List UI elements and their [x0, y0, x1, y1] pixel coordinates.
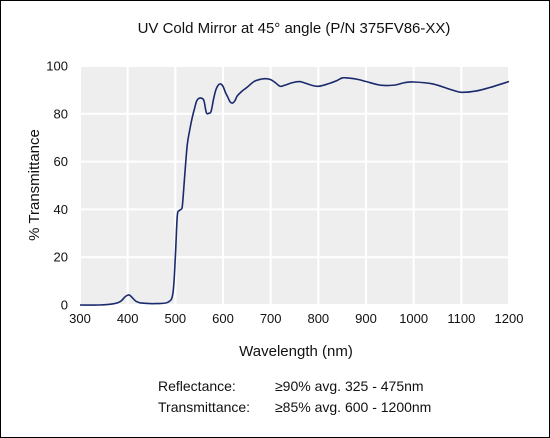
transmittance-label: Transmittance:	[158, 399, 251, 415]
transmittance-curve	[79, 76, 510, 306]
x-axis-label: Wavelength (nm)	[239, 343, 353, 360]
tick-labels: 300 400 500 600 700 800 900 1000 1100 1200 0 20 40 60…	[46, 59, 523, 327]
x-tick-label: 500	[164, 311, 186, 326]
y-axis-label: % Transmittance	[26, 129, 43, 241]
reflectance-note: Reflectance: ≥90% avg. 325 - 475nm	[158, 378, 424, 394]
plot-area	[80, 66, 509, 305]
reflectance-label: Reflectance:	[158, 378, 236, 394]
y-tick-label: 100	[46, 59, 68, 74]
x-tick-label: 600	[212, 311, 234, 326]
x-tick-label: 800	[307, 311, 329, 326]
x-tick-label: 400	[117, 311, 139, 326]
chart-title: UV Cold Mirror at 45° angle (P/N 375FV86…	[138, 20, 451, 37]
x-tick-label: 300	[69, 311, 91, 326]
transmittance-note: Transmittance: ≥85% avg. 600 - 1200nm	[158, 399, 431, 415]
x-tick-label: 1000	[399, 311, 428, 326]
x-tick-label: 1200	[495, 311, 524, 326]
y-tick-label: 20	[54, 250, 68, 265]
y-tick-label: 0	[61, 298, 68, 313]
grid	[79, 65, 510, 306]
y-tick-label: 60	[54, 154, 68, 169]
x-tick-label: 700	[260, 311, 282, 326]
y-tick-label: 40	[54, 202, 68, 217]
x-tick-label: 900	[355, 311, 377, 326]
reflectance-value: ≥90% avg. 325 - 475nm	[275, 378, 424, 394]
x-tick-label: 1100	[447, 311, 475, 326]
y-tick-label: 80	[54, 106, 68, 121]
transmittance-value: ≥85% avg. 600 - 1200nm	[275, 399, 432, 415]
